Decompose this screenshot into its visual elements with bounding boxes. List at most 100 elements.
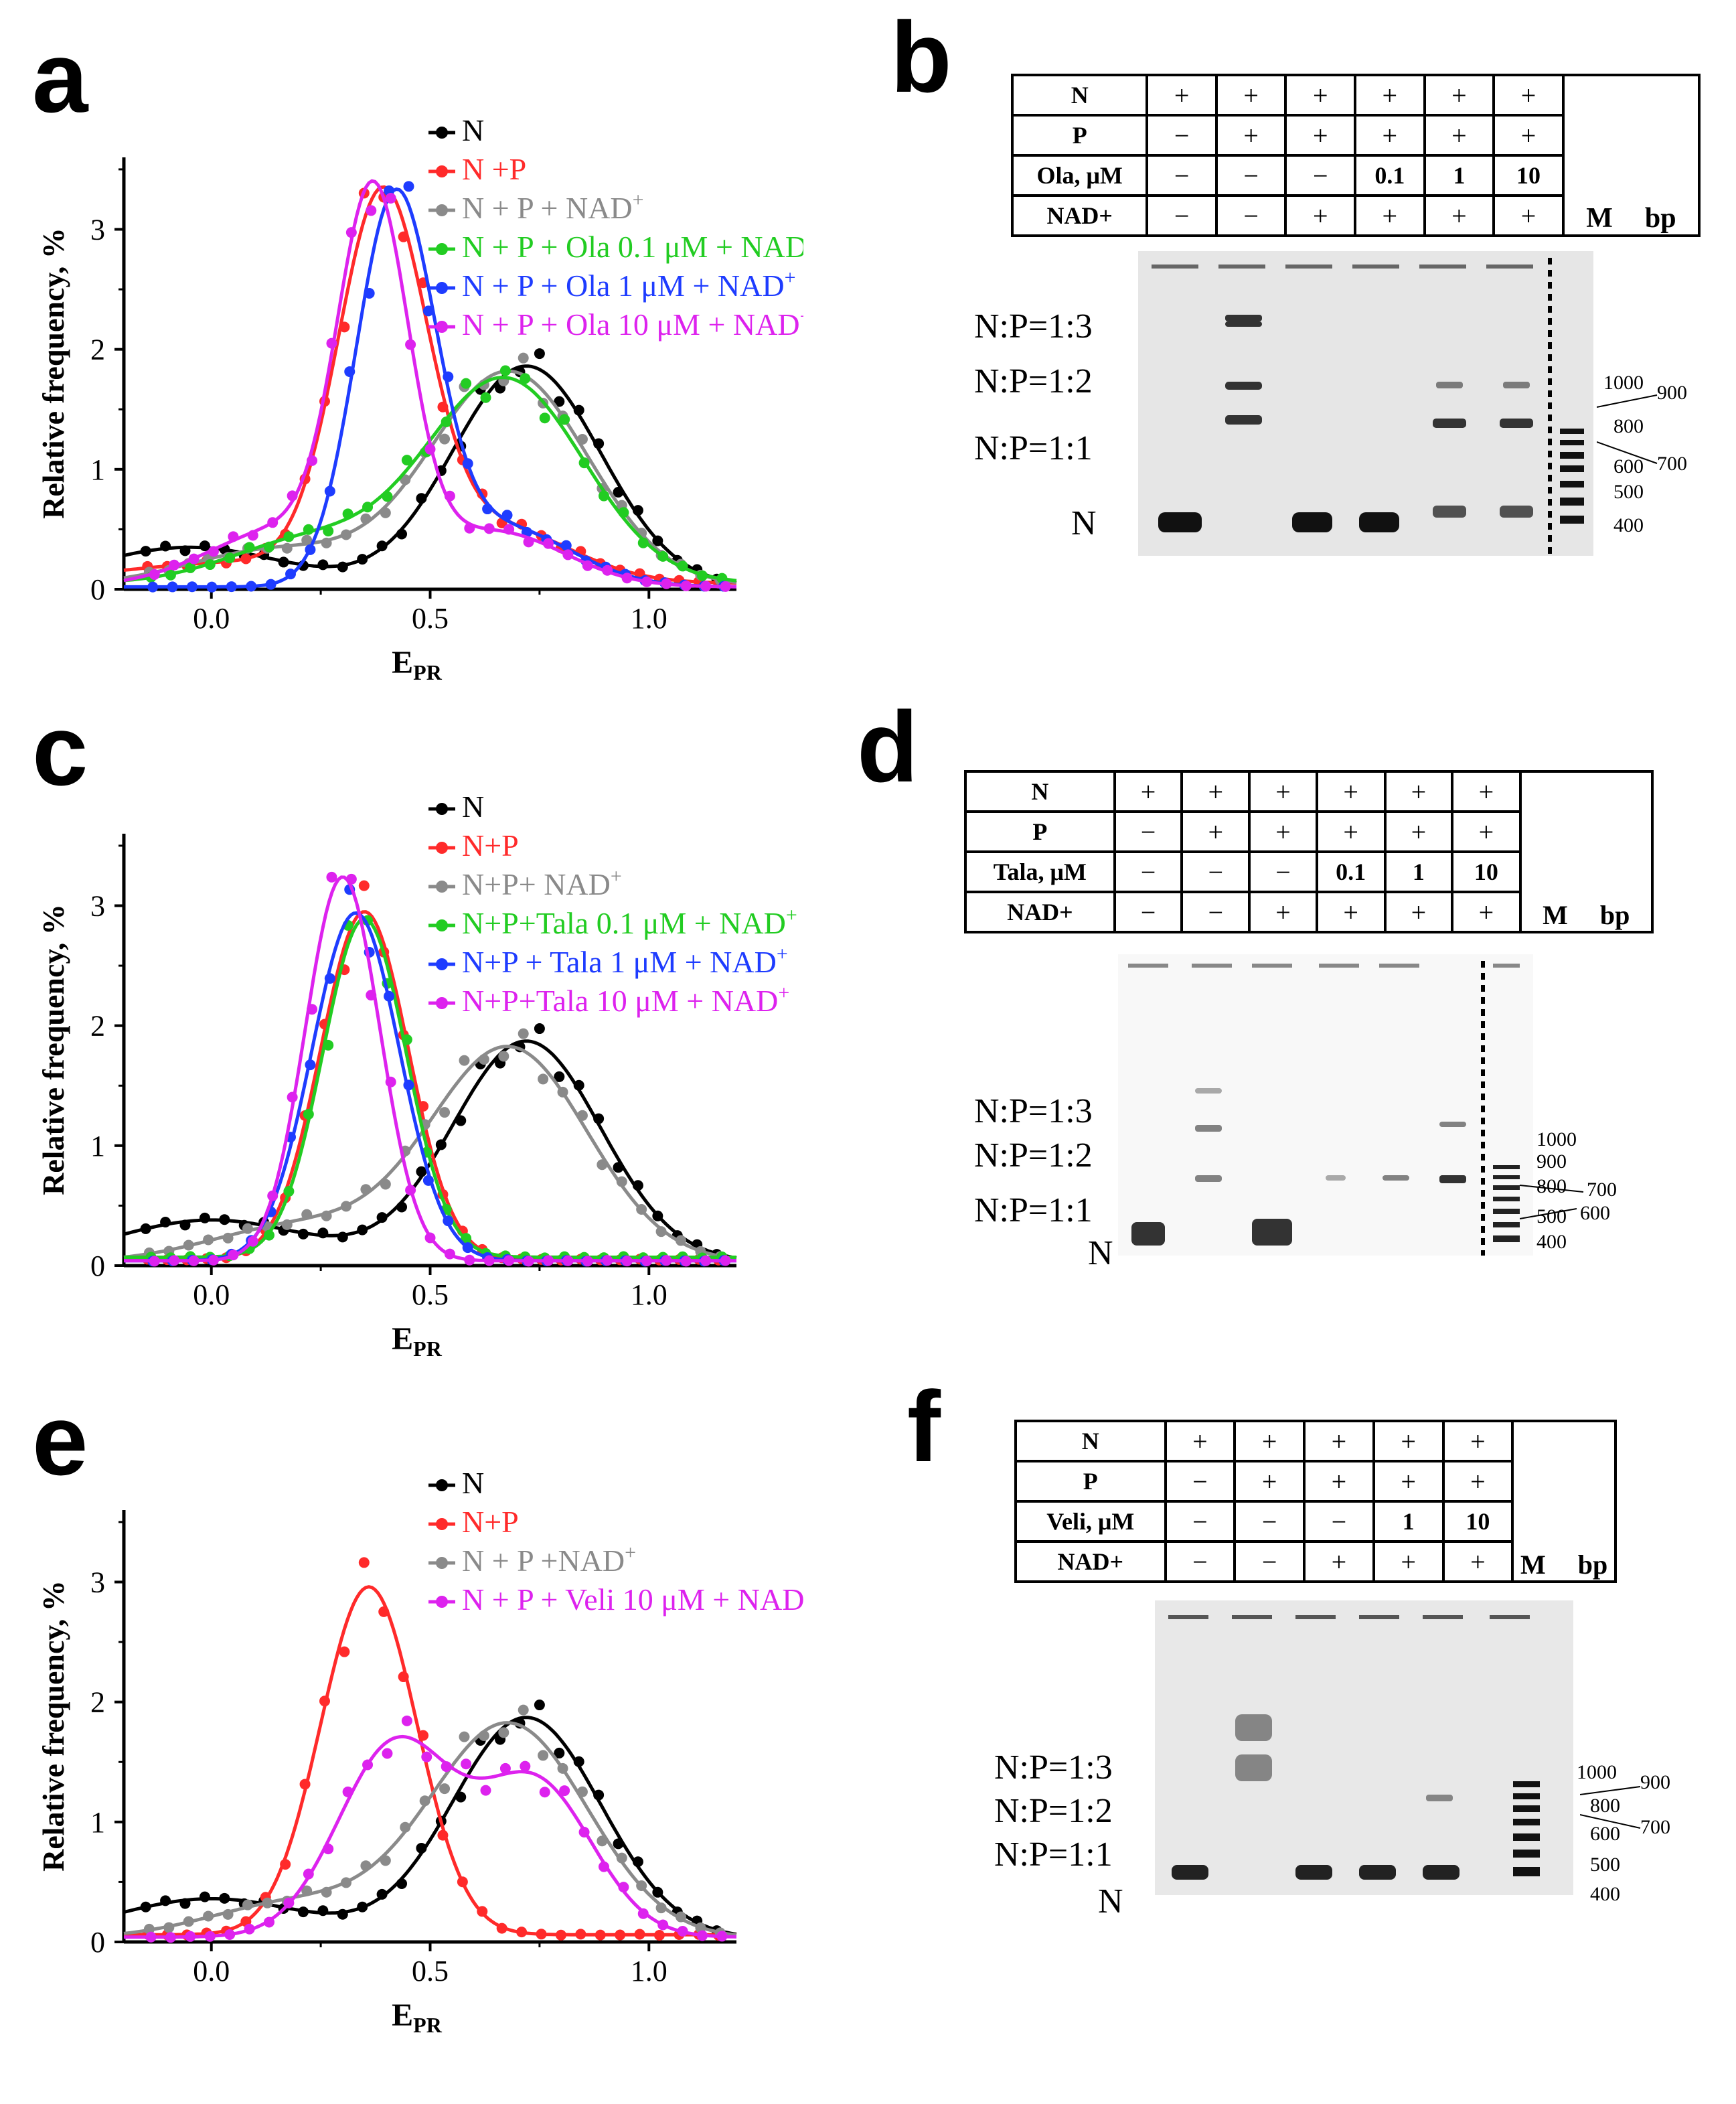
marker-label: M bbox=[1520, 1550, 1546, 1580]
series-data-point bbox=[637, 1908, 649, 1919]
series-data-point bbox=[700, 581, 712, 592]
table-cell: + bbox=[1214, 114, 1287, 157]
series-data-point bbox=[385, 1076, 396, 1087]
legend-label: N bbox=[462, 1473, 484, 1500]
series-data-point bbox=[655, 1226, 667, 1237]
y-tick-label: 1 bbox=[90, 1130, 105, 1162]
series-data-point bbox=[613, 1162, 624, 1173]
series-data-point bbox=[720, 1255, 731, 1266]
table-cell: + bbox=[1441, 1540, 1514, 1583]
series-data-point bbox=[582, 560, 593, 571]
series-data-point bbox=[403, 181, 414, 192]
gel-band bbox=[1439, 1122, 1466, 1127]
table-row: P − + + + + + bbox=[1010, 114, 1699, 157]
x-tick-label: 1.0 bbox=[631, 602, 667, 635]
series-data-point bbox=[416, 1842, 427, 1854]
series-data-point bbox=[360, 1860, 372, 1872]
series-data-point bbox=[376, 540, 388, 552]
series-data-point bbox=[576, 1110, 588, 1121]
x-tick-label: 0.5 bbox=[412, 1955, 449, 1987]
gel-image-b bbox=[1138, 251, 1593, 556]
bp-label: 800 bbox=[1536, 1175, 1567, 1197]
legend-swatch-marker bbox=[436, 165, 448, 177]
series-data-point bbox=[179, 1219, 191, 1231]
series-data-point bbox=[457, 1876, 468, 1888]
series-data-point bbox=[337, 1908, 348, 1920]
series-data-point bbox=[360, 1184, 372, 1195]
series-data-point bbox=[204, 559, 216, 571]
series-data-point bbox=[575, 1929, 586, 1940]
legend-swatch-marker bbox=[436, 1518, 448, 1530]
series-data-point bbox=[559, 1785, 570, 1797]
chart-panel-e: 0 1 2 3 0.0 0.5 1.0 Relative frequency, % EPR N N+… bbox=[36, 1473, 803, 2037]
series-data-point bbox=[208, 1254, 219, 1266]
gel-well bbox=[1423, 1615, 1463, 1619]
table-cell: + bbox=[1372, 1420, 1445, 1462]
gel-band bbox=[1195, 1175, 1222, 1182]
table-cell: + bbox=[1303, 1460, 1375, 1503]
series-data-point bbox=[199, 1891, 210, 1902]
gel-well bbox=[1359, 1615, 1399, 1619]
bp-label: 900 bbox=[1536, 1150, 1567, 1173]
series-data-point bbox=[523, 1256, 534, 1267]
bp-label: 1000 bbox=[1603, 372, 1644, 394]
table-row: Tala, μM − − − 0.1 1 10 bbox=[964, 850, 1652, 893]
series-data-point bbox=[199, 1212, 210, 1223]
table-cell: + bbox=[1423, 114, 1496, 157]
x-axis-label: EPR bbox=[392, 1998, 443, 2037]
table-cell: + bbox=[1233, 1420, 1306, 1462]
series-data-point bbox=[263, 1917, 274, 1928]
series-data-point bbox=[267, 1190, 279, 1201]
series-data-point bbox=[439, 1107, 451, 1118]
series-data-point bbox=[542, 538, 554, 549]
x-axis-label-subscript: PR bbox=[413, 660, 443, 684]
table-cell: + bbox=[1423, 194, 1496, 237]
table-cell: 10 bbox=[1451, 850, 1522, 893]
series-data-point bbox=[405, 339, 416, 350]
series-data-point bbox=[323, 526, 334, 537]
series-data-point bbox=[597, 1835, 608, 1847]
series-data-point bbox=[557, 1086, 568, 1098]
table-cell: + bbox=[1248, 891, 1318, 933]
series-data-point bbox=[573, 1756, 584, 1767]
series-data-point bbox=[441, 1761, 452, 1773]
series-data-point bbox=[149, 1256, 160, 1267]
series-data-point bbox=[203, 1910, 214, 1922]
legend-swatch-marker bbox=[436, 881, 448, 893]
gel-condition-table-d: N + + + + + + M bp P − + + + + + Tala, μ… bbox=[964, 770, 1654, 933]
gel-well bbox=[1168, 1615, 1208, 1619]
series-data-point bbox=[323, 1844, 334, 1855]
series-data-point bbox=[303, 1108, 314, 1120]
series-data-point bbox=[578, 457, 590, 469]
band-label: N:P=1:1 bbox=[974, 1191, 1093, 1229]
series-data-point bbox=[185, 562, 196, 573]
series-data-point bbox=[160, 540, 171, 552]
series-data-point bbox=[242, 1223, 253, 1234]
series-data-point bbox=[562, 549, 574, 560]
gel-well bbox=[1295, 1615, 1336, 1619]
table-cell: − bbox=[1214, 194, 1287, 237]
series-data-point bbox=[265, 579, 277, 590]
series-data-point bbox=[224, 552, 236, 564]
y-tick-label: 2 bbox=[90, 333, 105, 366]
ladder-band bbox=[1493, 1197, 1520, 1201]
y-tick-label: 0 bbox=[90, 1926, 105, 1959]
ladder-band bbox=[1560, 452, 1584, 459]
legend-swatch-marker bbox=[436, 127, 448, 139]
ladder-band bbox=[1560, 516, 1584, 524]
series-data-point bbox=[652, 1210, 663, 1221]
table-cell: + bbox=[1451, 891, 1522, 933]
gel-well bbox=[1352, 265, 1399, 269]
y-tick-label: 1 bbox=[90, 453, 105, 486]
bp-label: 700 bbox=[1657, 453, 1687, 475]
y-tick-label: 3 bbox=[90, 214, 105, 246]
series-data-point bbox=[613, 1838, 624, 1850]
series-data-point bbox=[247, 1235, 258, 1247]
band-label: N:P=1:1 bbox=[994, 1835, 1113, 1874]
gel-band bbox=[1383, 1175, 1409, 1181]
series-data-point bbox=[281, 1219, 293, 1230]
y-tick-label: 1 bbox=[90, 1806, 105, 1839]
y-tick-label: 3 bbox=[90, 890, 105, 923]
legend-label: N+P+ NAD+ bbox=[462, 865, 622, 901]
series-data-point bbox=[247, 530, 258, 541]
